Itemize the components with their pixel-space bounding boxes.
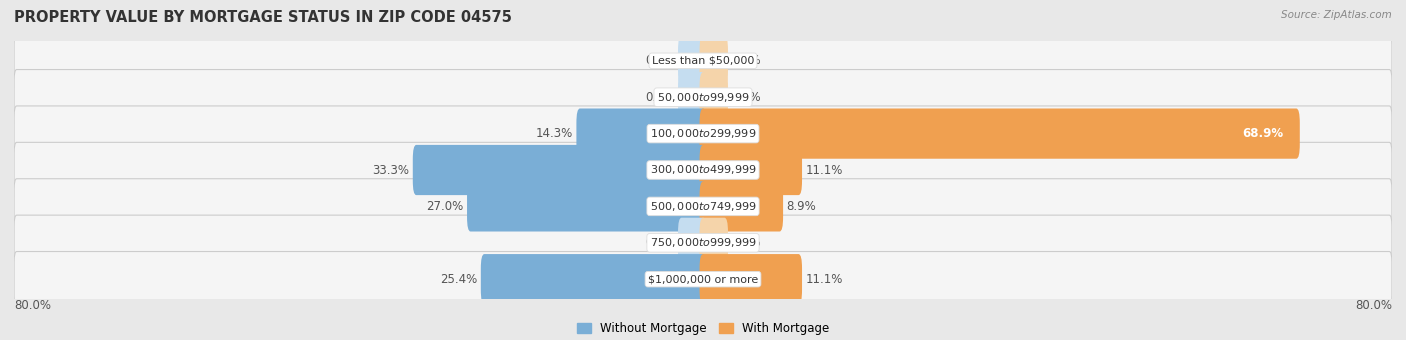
Text: 27.0%: 27.0% <box>426 200 464 213</box>
Text: $300,000 to $499,999: $300,000 to $499,999 <box>650 164 756 176</box>
Text: 33.3%: 33.3% <box>373 164 409 176</box>
FancyBboxPatch shape <box>700 36 728 86</box>
FancyBboxPatch shape <box>700 181 783 232</box>
Text: 80.0%: 80.0% <box>1355 299 1392 312</box>
Text: 68.9%: 68.9% <box>1243 127 1284 140</box>
FancyBboxPatch shape <box>14 215 1392 270</box>
Text: 0.0%: 0.0% <box>731 54 761 67</box>
Text: $1,000,000 or more: $1,000,000 or more <box>648 274 758 284</box>
Text: 0.0%: 0.0% <box>645 54 675 67</box>
FancyBboxPatch shape <box>14 179 1392 234</box>
FancyBboxPatch shape <box>14 33 1392 88</box>
FancyBboxPatch shape <box>467 181 706 232</box>
FancyBboxPatch shape <box>700 72 728 122</box>
FancyBboxPatch shape <box>678 218 706 268</box>
Legend: Without Mortgage, With Mortgage: Without Mortgage, With Mortgage <box>572 317 834 340</box>
Text: 0.0%: 0.0% <box>645 236 675 249</box>
Text: $100,000 to $299,999: $100,000 to $299,999 <box>650 127 756 140</box>
Text: $50,000 to $99,999: $50,000 to $99,999 <box>657 91 749 104</box>
FancyBboxPatch shape <box>576 108 706 159</box>
Text: 80.0%: 80.0% <box>14 299 51 312</box>
Text: $500,000 to $749,999: $500,000 to $749,999 <box>650 200 756 213</box>
FancyBboxPatch shape <box>700 145 801 195</box>
Text: Less than $50,000: Less than $50,000 <box>652 56 754 66</box>
Text: 14.3%: 14.3% <box>536 127 574 140</box>
FancyBboxPatch shape <box>700 218 728 268</box>
Text: 8.9%: 8.9% <box>786 200 817 213</box>
FancyBboxPatch shape <box>700 108 1299 159</box>
FancyBboxPatch shape <box>678 36 706 86</box>
FancyBboxPatch shape <box>14 70 1392 125</box>
Text: 0.0%: 0.0% <box>731 91 761 104</box>
Text: 11.1%: 11.1% <box>806 164 842 176</box>
Text: Source: ZipAtlas.com: Source: ZipAtlas.com <box>1281 10 1392 20</box>
FancyBboxPatch shape <box>14 142 1392 198</box>
FancyBboxPatch shape <box>481 254 706 304</box>
FancyBboxPatch shape <box>678 72 706 122</box>
Text: 11.1%: 11.1% <box>806 273 842 286</box>
FancyBboxPatch shape <box>14 252 1392 307</box>
FancyBboxPatch shape <box>700 254 801 304</box>
Text: 25.4%: 25.4% <box>440 273 478 286</box>
Text: $750,000 to $999,999: $750,000 to $999,999 <box>650 236 756 249</box>
Text: PROPERTY VALUE BY MORTGAGE STATUS IN ZIP CODE 04575: PROPERTY VALUE BY MORTGAGE STATUS IN ZIP… <box>14 10 512 25</box>
FancyBboxPatch shape <box>413 145 706 195</box>
Text: 0.0%: 0.0% <box>645 91 675 104</box>
FancyBboxPatch shape <box>14 106 1392 161</box>
Text: 0.0%: 0.0% <box>731 236 761 249</box>
